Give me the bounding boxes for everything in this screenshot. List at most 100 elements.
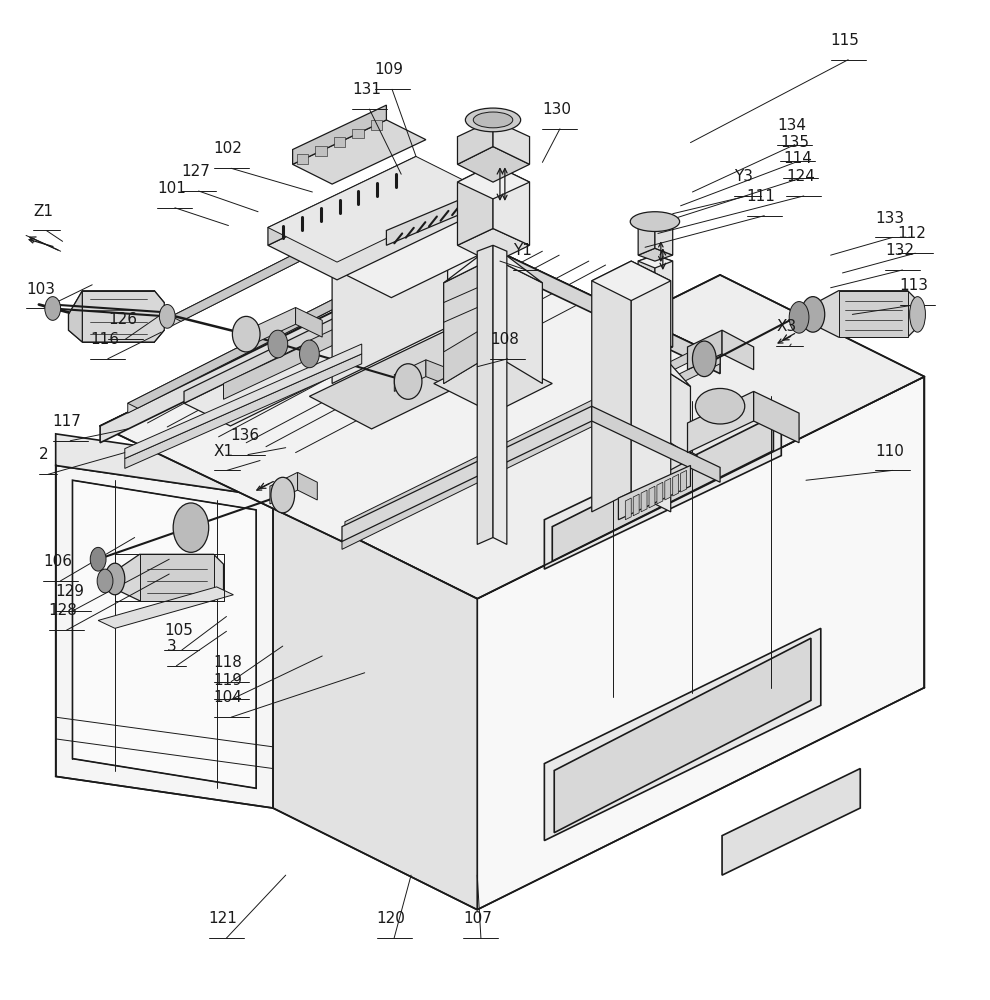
- Polygon shape: [622, 364, 655, 456]
- Polygon shape: [128, 285, 361, 413]
- Polygon shape: [722, 769, 860, 875]
- Polygon shape: [493, 164, 530, 245]
- Text: 128: 128: [49, 603, 77, 618]
- Polygon shape: [273, 275, 925, 599]
- Text: 117: 117: [52, 414, 81, 429]
- Ellipse shape: [105, 563, 125, 595]
- Polygon shape: [554, 638, 811, 833]
- Text: 121: 121: [209, 911, 238, 926]
- Polygon shape: [345, 337, 720, 532]
- Polygon shape: [293, 120, 426, 184]
- Polygon shape: [592, 261, 632, 512]
- Polygon shape: [813, 291, 918, 337]
- Text: Y3: Y3: [734, 169, 753, 184]
- Text: 101: 101: [157, 181, 186, 196]
- Ellipse shape: [45, 297, 60, 320]
- Polygon shape: [457, 147, 530, 182]
- Ellipse shape: [90, 547, 106, 571]
- Polygon shape: [612, 433, 697, 478]
- Polygon shape: [98, 587, 234, 628]
- Polygon shape: [477, 245, 493, 544]
- Polygon shape: [444, 322, 493, 384]
- Polygon shape: [296, 307, 322, 337]
- Text: 130: 130: [543, 102, 571, 117]
- Ellipse shape: [789, 302, 809, 333]
- Polygon shape: [184, 283, 477, 426]
- Text: 109: 109: [374, 62, 404, 77]
- Polygon shape: [72, 480, 256, 788]
- Text: 113: 113: [900, 278, 929, 293]
- Polygon shape: [332, 212, 447, 384]
- Polygon shape: [592, 261, 671, 301]
- Polygon shape: [639, 222, 655, 255]
- Polygon shape: [687, 330, 722, 370]
- Ellipse shape: [271, 477, 295, 513]
- Text: 136: 136: [231, 428, 259, 443]
- Ellipse shape: [97, 569, 113, 593]
- Text: 129: 129: [55, 584, 85, 599]
- Polygon shape: [55, 434, 273, 497]
- Polygon shape: [268, 156, 485, 262]
- Polygon shape: [839, 291, 908, 337]
- Polygon shape: [655, 222, 672, 255]
- Polygon shape: [140, 554, 214, 601]
- Polygon shape: [171, 198, 405, 326]
- Polygon shape: [68, 291, 164, 342]
- Text: 111: 111: [746, 189, 775, 204]
- Polygon shape: [626, 498, 632, 520]
- Polygon shape: [184, 271, 431, 403]
- Polygon shape: [592, 406, 720, 482]
- Text: 2: 2: [39, 447, 49, 462]
- Polygon shape: [619, 465, 690, 520]
- Ellipse shape: [233, 316, 260, 352]
- Text: X1: X1: [214, 444, 234, 459]
- Polygon shape: [457, 164, 493, 245]
- Polygon shape: [457, 164, 530, 199]
- Ellipse shape: [173, 503, 209, 552]
- Polygon shape: [426, 360, 444, 384]
- Polygon shape: [655, 364, 690, 456]
- Text: 103: 103: [26, 282, 55, 297]
- Polygon shape: [444, 245, 543, 283]
- Polygon shape: [493, 245, 507, 544]
- Text: 106: 106: [43, 554, 72, 569]
- Ellipse shape: [465, 108, 521, 132]
- Polygon shape: [665, 478, 671, 500]
- Polygon shape: [680, 470, 686, 492]
- Text: 120: 120: [376, 911, 406, 926]
- Bar: [297, 154, 309, 164]
- Polygon shape: [655, 255, 672, 347]
- Ellipse shape: [692, 341, 716, 377]
- Polygon shape: [639, 255, 655, 347]
- Polygon shape: [649, 486, 655, 508]
- Polygon shape: [477, 377, 925, 910]
- Polygon shape: [270, 472, 298, 504]
- Polygon shape: [394, 360, 426, 391]
- Polygon shape: [687, 391, 753, 453]
- Polygon shape: [639, 255, 672, 268]
- Polygon shape: [434, 354, 552, 413]
- Polygon shape: [100, 241, 477, 443]
- Polygon shape: [477, 241, 720, 374]
- Text: 134: 134: [777, 118, 806, 133]
- Text: 105: 105: [164, 623, 193, 638]
- Bar: [352, 129, 364, 138]
- Ellipse shape: [631, 212, 679, 231]
- Polygon shape: [447, 212, 507, 357]
- Polygon shape: [457, 120, 493, 164]
- Text: Z1: Z1: [33, 204, 53, 219]
- Polygon shape: [332, 212, 507, 298]
- Text: 118: 118: [214, 655, 243, 670]
- Polygon shape: [128, 285, 371, 408]
- Text: 104: 104: [214, 690, 243, 705]
- Polygon shape: [639, 340, 672, 354]
- Polygon shape: [115, 554, 224, 601]
- Polygon shape: [125, 344, 361, 459]
- Text: Y1: Y1: [513, 243, 532, 258]
- Polygon shape: [642, 490, 647, 512]
- Polygon shape: [100, 241, 720, 541]
- Polygon shape: [310, 320, 530, 429]
- Ellipse shape: [394, 364, 422, 399]
- Polygon shape: [273, 497, 477, 910]
- Polygon shape: [632, 261, 671, 512]
